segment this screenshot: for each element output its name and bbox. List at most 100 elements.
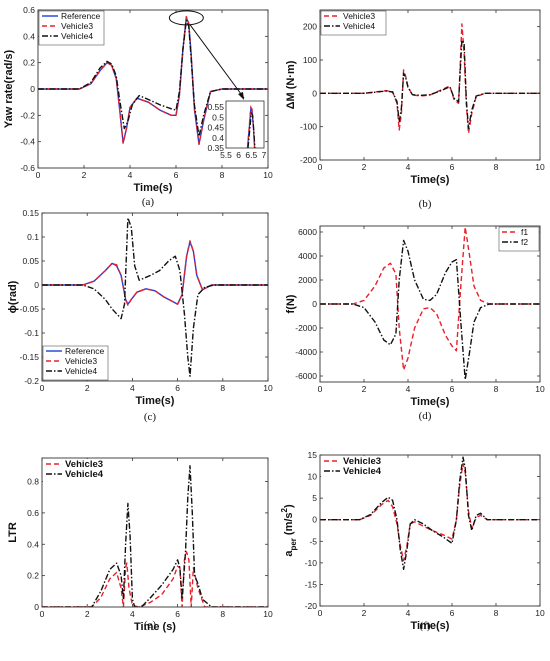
y-axis-label: LTR (7, 522, 19, 543)
inset-frame (225, 100, 265, 149)
y-tick-label: -6000 (295, 371, 317, 381)
series-line-vehicle4 (42, 217, 268, 377)
x-tick-label: 4 (130, 383, 135, 393)
inset-x-tick-label: 5.5 (220, 150, 232, 160)
y-axis-label: ΔM (N·m) (285, 60, 297, 109)
inset-x-tick-label: 7 (262, 150, 267, 160)
chart-panel-e: 0 2 4 6 8 10 0 0.2 0.4 0.6 0.8 Time (s) LTR Vehicle3V… (7, 457, 273, 633)
x-tick-label: 8 (220, 170, 225, 180)
x-tick-label: 2 (362, 162, 367, 172)
chart-panel-b: 0 2 4 6 8 10 -200 -100 0 100 200 Time(s) ΔM (N·m) Veh… (285, 9, 545, 186)
y-axis-label: Yaw rate(rad/s) (3, 50, 15, 129)
legend-label-reference: Reference (61, 11, 100, 21)
series-line-vehicle3 (42, 551, 268, 607)
y-axis-label: f(N) (285, 294, 297, 313)
y-tick-label: 0.05 (22, 256, 39, 266)
y-tick-label: 0.2 (27, 571, 39, 581)
y-tick-label: -0.6 (20, 163, 35, 173)
chart-panel-a: 0 2 4 6 8 10 -0.6 -0.4 -0.2 0 0.2 0.4 0.6 Time(s) Yaw … (3, 5, 273, 194)
legend-label-vehicle4: Vehicle4 (65, 469, 104, 480)
inset-line-vehicle4 (247, 111, 256, 148)
y-tick-label: 0.4 (27, 539, 39, 549)
x-tick-label: 0 (36, 170, 41, 180)
legend-box (43, 459, 109, 483)
y-tick-label: 5 (312, 493, 317, 503)
chart-panel-f: 0 2 4 6 8 10-20-15-10-5051015Time(s)aper(m/s2… (280, 450, 545, 632)
x-tick-label: 2 (85, 383, 90, 393)
x-tick-label: 4 (128, 170, 133, 180)
panel-label: (c) (144, 411, 157, 423)
plot-frame (319, 454, 541, 607)
inset-y-tick-label: 0.5 (212, 112, 224, 122)
x-tick-label: 10 (263, 609, 273, 619)
inset-y-tick-label: 0.4 (212, 133, 224, 143)
y-tick-label: 0 (34, 280, 39, 290)
series-group (38, 15, 268, 146)
inset-y-tick-label: 0.35 (207, 143, 224, 153)
y-tick-label: 15 (308, 450, 318, 460)
panel-label: (b) (419, 198, 432, 210)
x-tick-label: 6 (450, 162, 455, 172)
x-tick-label: 0 (318, 608, 323, 618)
y-axis-label: aper (m/s2) (280, 504, 298, 557)
y-tick-label: 10 (308, 472, 318, 482)
inset-y-tick-label: 0.55 (207, 102, 224, 112)
x-tick-label: 10 (535, 608, 545, 618)
y-tick-label: -0.4 (20, 137, 35, 147)
x-tick-label: 6 (175, 383, 180, 393)
y-tick-label: 0 (312, 515, 317, 525)
y-tick-label: 0 (30, 84, 35, 94)
series-group (320, 226, 540, 381)
inset-x-tick-label: 6 (236, 150, 241, 160)
plot-background (320, 455, 540, 606)
y-axis-label-sup: 2 (280, 507, 289, 512)
series-line-vehicle4 (320, 39, 540, 130)
y-tick-label: 0.6 (27, 508, 39, 518)
legend-label-vehicle3: Vehicle3 (65, 356, 97, 366)
y-tick-label: 2000 (298, 275, 317, 285)
y-tick-label: -0.2 (24, 376, 39, 386)
plot-frame (319, 225, 541, 383)
series-line-vehicle4 (320, 456, 540, 570)
x-tick-label: 0 (40, 383, 45, 393)
y-tick-label: -4000 (295, 347, 317, 357)
x-tick-label: 2 (85, 609, 90, 619)
y-tick-label: 0 (312, 88, 317, 98)
y-tick-label: -2000 (295, 323, 317, 333)
x-tick-label: 6 (450, 608, 455, 618)
x-tick-label: 2 (362, 384, 367, 394)
y-tick-label: 200 (303, 22, 317, 32)
legend-label-vehicle3: Vehicle3 (61, 21, 93, 31)
x-axis-label: Time (s) (134, 621, 176, 633)
y-tick-label: -0.15 (20, 352, 40, 362)
x-tick-label: 0 (318, 384, 323, 394)
panel-label: (e) (144, 619, 157, 631)
x-axis-label: Time(s) (136, 395, 175, 407)
inset-zoom: 5.5 6 6.5 7 0.350.40.450.50.55 (207, 100, 267, 160)
legend-label-vehicle4: Vehicle4 (343, 466, 382, 477)
chart-panel-d: 0 2 4 6 8 10 -6000 -4000 -2000 0 2000 4000 6000 Time(… (285, 225, 545, 408)
series-group (42, 465, 268, 607)
legend-label-vehicle4: Vehicle4 (61, 31, 93, 41)
legend-box (321, 456, 387, 480)
x-axis-label: Time(s) (134, 182, 173, 194)
x-tick-label: 0 (318, 162, 323, 172)
y-tick-label: 0 (312, 299, 317, 309)
x-tick-label: 2 (82, 170, 87, 180)
x-tick-label: 4 (130, 609, 135, 619)
y-tick-label: 0 (34, 602, 39, 612)
x-tick-label: 2 (362, 608, 367, 618)
x-tick-label: 10 (535, 162, 545, 172)
x-tick-label: 6 (175, 609, 180, 619)
plot-frame (41, 212, 269, 382)
y-axis-label: ϕ(rad) (7, 280, 19, 313)
y-tick-label: 0.1 (27, 232, 39, 242)
series-line-vehicle3 (38, 15, 268, 146)
x-tick-label: 6 (174, 170, 179, 180)
legend-label-vehicle4: Vehicle4 (343, 21, 375, 31)
x-axis-label: Time(s) (411, 396, 450, 408)
